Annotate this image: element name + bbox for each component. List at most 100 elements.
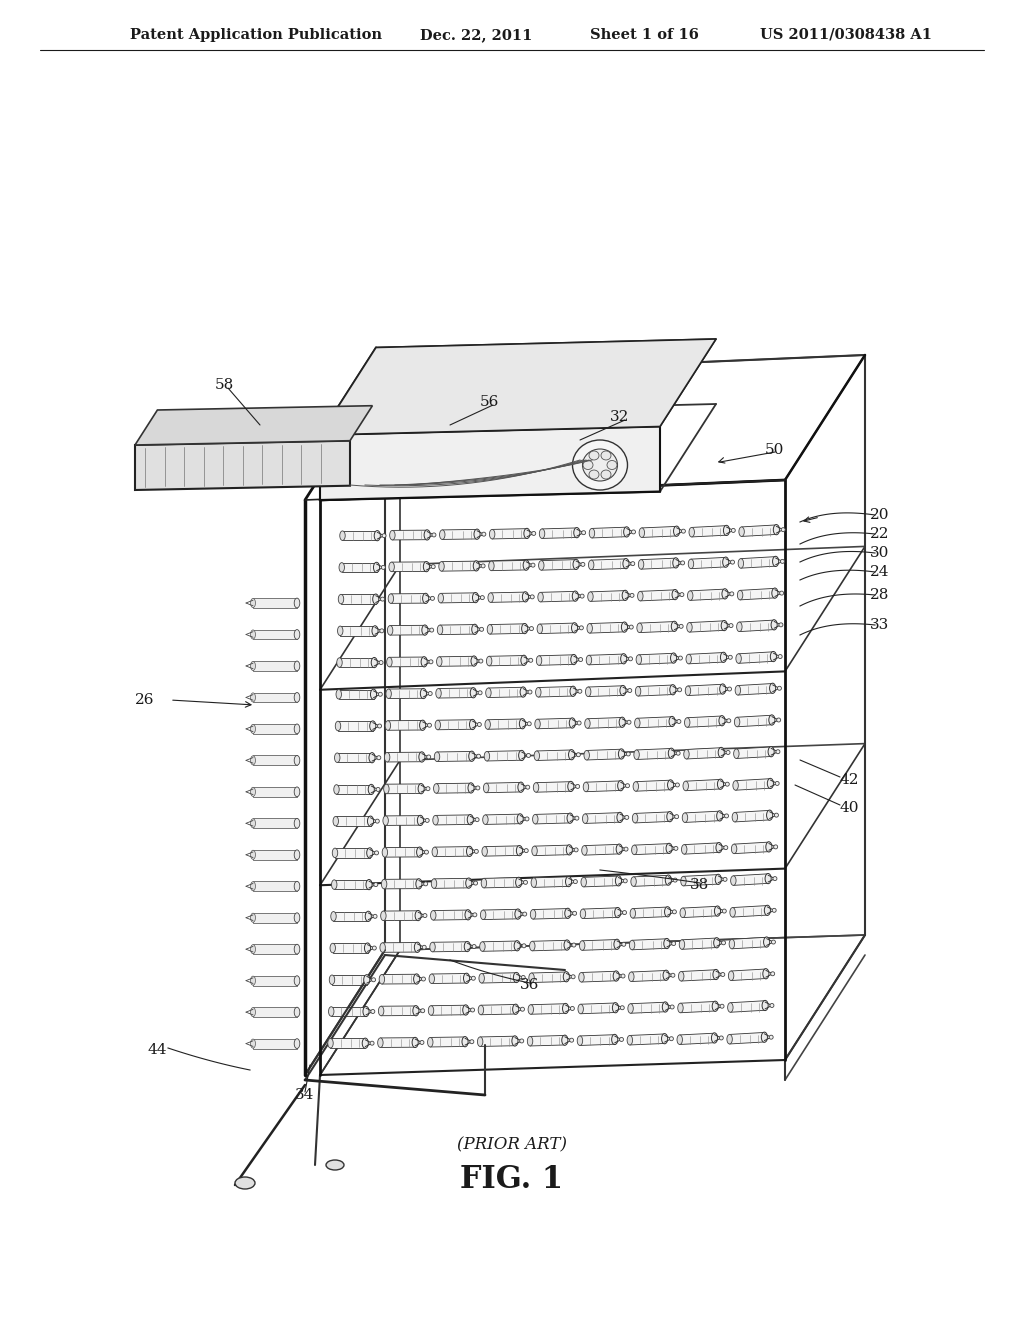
Ellipse shape [635,686,641,696]
Ellipse shape [621,1006,625,1010]
Ellipse shape [719,715,725,726]
Ellipse shape [579,657,583,661]
Ellipse shape [680,593,684,597]
Polygon shape [253,1007,297,1016]
Ellipse shape [474,529,480,540]
Ellipse shape [780,560,784,564]
Ellipse shape [525,785,529,789]
Polygon shape [588,718,623,729]
Ellipse shape [431,879,437,888]
Ellipse shape [770,1003,774,1007]
Ellipse shape [589,470,599,479]
Ellipse shape [389,562,394,572]
Ellipse shape [666,875,672,886]
Polygon shape [588,686,623,697]
Text: 34: 34 [295,1088,314,1102]
Ellipse shape [565,876,571,887]
Polygon shape [733,874,768,886]
Ellipse shape [415,911,421,920]
Ellipse shape [773,524,779,535]
Polygon shape [738,684,773,696]
Ellipse shape [721,652,727,663]
Ellipse shape [479,941,485,952]
Ellipse shape [676,783,679,787]
Ellipse shape [723,878,727,882]
Ellipse shape [427,723,431,727]
Ellipse shape [514,941,520,950]
Ellipse shape [419,752,425,762]
Ellipse shape [635,718,640,727]
Ellipse shape [570,655,577,665]
Ellipse shape [337,657,342,668]
Ellipse shape [412,1038,418,1048]
Ellipse shape [767,810,773,820]
Ellipse shape [670,1005,674,1008]
Polygon shape [684,843,719,854]
Ellipse shape [571,974,575,978]
Text: US 2011/0308438 A1: US 2011/0308438 A1 [760,28,932,42]
Ellipse shape [730,908,735,917]
Ellipse shape [336,689,341,700]
Ellipse shape [338,626,343,636]
Polygon shape [253,630,297,639]
Ellipse shape [418,784,424,793]
Ellipse shape [382,847,388,857]
Polygon shape [640,590,675,601]
Ellipse shape [734,717,739,727]
Polygon shape [632,970,666,982]
Ellipse shape [570,1006,574,1011]
Polygon shape [635,812,670,822]
Polygon shape [383,911,418,920]
Polygon shape [681,970,716,981]
Ellipse shape [722,941,726,945]
Polygon shape [532,940,567,950]
Ellipse shape [631,876,636,886]
Ellipse shape [387,657,392,667]
Ellipse shape [384,752,390,762]
Ellipse shape [528,1005,534,1014]
Polygon shape [481,1005,516,1015]
Ellipse shape [586,686,591,697]
Ellipse shape [476,785,480,789]
Ellipse shape [376,788,380,792]
Ellipse shape [482,814,488,825]
Ellipse shape [622,622,628,632]
Polygon shape [389,657,424,667]
Ellipse shape [589,560,594,570]
Ellipse shape [607,461,617,470]
Text: 33: 33 [870,618,889,632]
Ellipse shape [574,847,579,851]
Ellipse shape [617,780,624,791]
Ellipse shape [613,972,620,981]
Ellipse shape [525,817,529,821]
Ellipse shape [728,972,734,981]
Polygon shape [735,779,770,791]
Ellipse shape [578,1005,584,1014]
Ellipse shape [381,879,387,888]
Polygon shape [692,525,726,537]
Ellipse shape [335,721,341,731]
Polygon shape [585,813,620,824]
Polygon shape [634,843,669,854]
Ellipse shape [518,750,524,760]
Ellipse shape [332,849,338,858]
Polygon shape [686,779,721,791]
Ellipse shape [251,945,255,954]
Ellipse shape [736,653,741,664]
Text: FIG. 1: FIG. 1 [461,1164,563,1196]
Ellipse shape [482,532,485,536]
Ellipse shape [439,529,445,540]
Ellipse shape [418,816,424,825]
Ellipse shape [414,974,420,985]
Ellipse shape [669,748,675,758]
Polygon shape [336,816,371,826]
Polygon shape [331,1007,366,1016]
Ellipse shape [520,686,526,697]
Ellipse shape [477,722,481,726]
Polygon shape [489,624,524,634]
Ellipse shape [672,622,678,631]
Ellipse shape [516,846,522,855]
Ellipse shape [251,1007,255,1016]
Ellipse shape [601,470,611,479]
Polygon shape [381,1006,416,1015]
